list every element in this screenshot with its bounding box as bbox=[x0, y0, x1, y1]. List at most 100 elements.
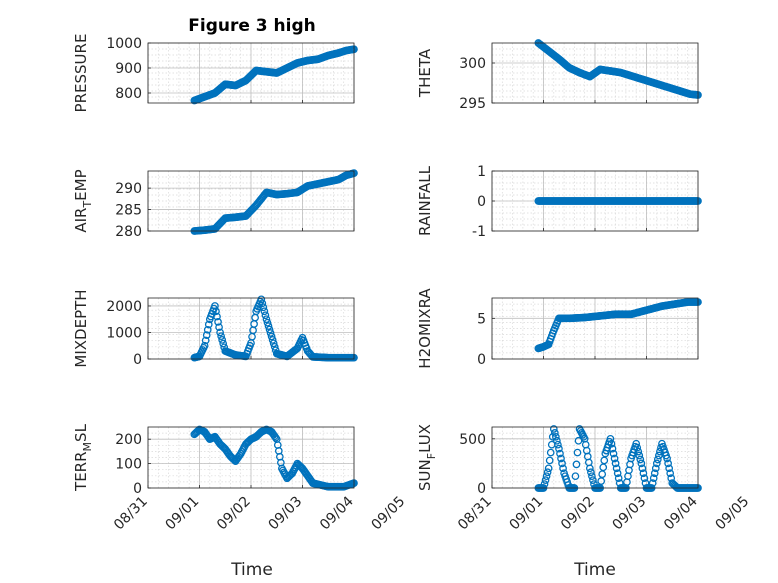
data-point bbox=[543, 468, 552, 477]
data-point bbox=[540, 480, 549, 488]
data-point bbox=[607, 439, 616, 448]
x-tick-label: 09/04 bbox=[661, 493, 701, 533]
series-air-temp bbox=[190, 169, 358, 235]
y-axis-label: THETA bbox=[416, 48, 434, 98]
y-axis-label-suffix: LUX bbox=[416, 424, 434, 453]
y-tick-label: 285 bbox=[115, 203, 142, 219]
data-point bbox=[663, 454, 671, 463]
data-point bbox=[651, 464, 660, 473]
data-point bbox=[636, 455, 645, 464]
series-terr-msl bbox=[190, 425, 358, 491]
data-point bbox=[554, 440, 562, 449]
series-pressure bbox=[190, 45, 358, 105]
y-tick-label: 100 bbox=[115, 457, 142, 473]
panel-theta: 295 300 THETA bbox=[416, 39, 702, 112]
y-tick-label: 5 bbox=[477, 311, 486, 327]
data-point bbox=[633, 443, 642, 452]
data-point bbox=[653, 455, 662, 464]
y-axis-label: PRESSURE bbox=[72, 34, 90, 113]
panel-mixdepth: 0 1000 2000 MIXDEPTH bbox=[72, 289, 358, 368]
axes-box bbox=[491, 426, 699, 489]
panel-terr-msl: 0 100 200 TERRMSL 08/31 09/01 09/02 09/03 09/04 0… bbox=[72, 423, 408, 533]
data-point bbox=[558, 459, 566, 468]
y-tick-label: 280 bbox=[115, 224, 142, 240]
y-tick-label: 0 bbox=[477, 194, 486, 210]
data-point bbox=[548, 432, 557, 441]
axes-box bbox=[491, 297, 699, 360]
data-point bbox=[588, 472, 596, 481]
panel-h2omixra: 0 5 H2OMIXRA bbox=[416, 288, 702, 369]
axes-box bbox=[147, 170, 355, 232]
y-tick-label: 1000 bbox=[106, 36, 142, 52]
axes-box bbox=[491, 170, 699, 232]
panel-rainfall: -1 0 1 RAINFALL bbox=[416, 164, 702, 240]
data-point bbox=[213, 312, 221, 321]
data-point bbox=[257, 295, 266, 304]
data-point bbox=[632, 439, 641, 448]
x-axis-label-right: Time bbox=[573, 560, 616, 580]
x-tick-label: 09/02 bbox=[214, 494, 254, 534]
y-axis-label: H2OMIXRA bbox=[416, 288, 434, 369]
data-point bbox=[666, 469, 675, 478]
data-point bbox=[217, 332, 225, 341]
x-tick-label: 09/03 bbox=[609, 494, 649, 534]
x-tick-label: 09/05 bbox=[368, 494, 408, 534]
data-point bbox=[267, 332, 276, 341]
data-point bbox=[550, 429, 559, 437]
data-point bbox=[215, 323, 223, 332]
data-point bbox=[589, 476, 597, 484]
data-point bbox=[218, 336, 227, 344]
y-tick-label: 500 bbox=[459, 432, 486, 448]
data-point bbox=[652, 459, 661, 468]
data-point bbox=[262, 315, 271, 324]
y-axis-label: RAINFALL bbox=[416, 165, 434, 236]
data-point bbox=[587, 468, 595, 477]
data-point bbox=[214, 318, 222, 326]
series-h2omixra bbox=[534, 298, 702, 353]
series-rainfall bbox=[534, 197, 702, 205]
data-point bbox=[648, 479, 657, 487]
data-point bbox=[655, 451, 663, 460]
data-point bbox=[555, 444, 563, 453]
data-point bbox=[261, 311, 270, 320]
data-point bbox=[201, 336, 210, 345]
y-axis-label: TERRMSL bbox=[72, 423, 94, 492]
y-axis-label-main: TERR bbox=[72, 451, 90, 492]
y-axis-label: AIRTEMP bbox=[72, 169, 94, 232]
data-point bbox=[264, 322, 273, 330]
series-theta bbox=[534, 39, 702, 99]
y-tick-label: 290 bbox=[115, 181, 142, 197]
data-point bbox=[216, 328, 224, 337]
y-axis-label-main: RAINFALL bbox=[416, 165, 434, 236]
y-tick-label: -1 bbox=[472, 224, 486, 240]
data-point bbox=[634, 447, 643, 456]
data-point bbox=[612, 464, 621, 473]
data-point bbox=[559, 464, 567, 473]
panel-pressure: 800 900 1000 PRESSURE bbox=[72, 34, 358, 113]
data-point bbox=[573, 448, 582, 457]
data-point bbox=[572, 460, 581, 469]
y-axis-label: SUNFLUX bbox=[416, 424, 438, 491]
y-axis-label-main: THETA bbox=[416, 48, 434, 98]
data-point bbox=[258, 299, 267, 308]
data-point bbox=[263, 318, 272, 327]
data-point bbox=[552, 432, 560, 441]
data-point bbox=[545, 456, 554, 465]
data-point bbox=[219, 339, 228, 348]
figure-title: Figure 3 high bbox=[188, 16, 316, 36]
y-tick-label: 295 bbox=[459, 96, 486, 112]
y-tick-label: 800 bbox=[115, 86, 142, 102]
y-axis-label-main: AIR bbox=[72, 208, 90, 233]
y-tick-label: 1 bbox=[477, 164, 486, 180]
data-point bbox=[665, 464, 674, 473]
data-point bbox=[265, 325, 274, 334]
y-tick-label: 0 bbox=[133, 352, 142, 368]
data-point bbox=[640, 474, 649, 483]
y-axis-label-subscript: T bbox=[81, 201, 94, 209]
data-point bbox=[266, 329, 275, 337]
data-point bbox=[268, 336, 277, 344]
data-point bbox=[557, 454, 565, 463]
data-point bbox=[585, 464, 594, 473]
data-point bbox=[541, 476, 550, 484]
data-point bbox=[204, 320, 213, 329]
